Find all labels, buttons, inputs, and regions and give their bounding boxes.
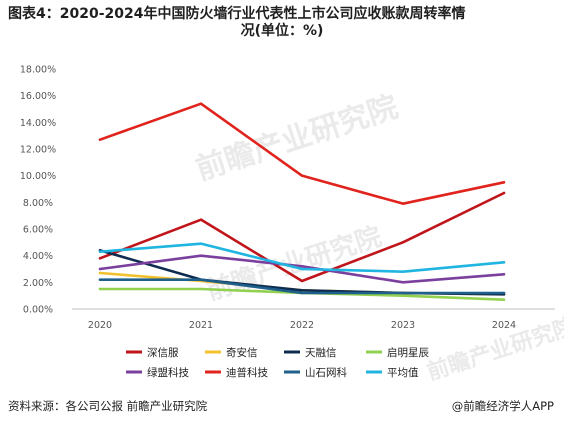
data-point <box>300 267 304 271</box>
data-point <box>199 218 203 221</box>
data-point <box>199 287 203 291</box>
data-point <box>300 289 304 292</box>
legend-label: 平均值 <box>387 366 419 379</box>
data-point <box>300 174 304 177</box>
data-point <box>199 102 203 105</box>
y-tick-label: 10.00% <box>20 171 56 182</box>
data-point <box>98 278 102 281</box>
x-tick-label: 2023 <box>391 320 415 331</box>
legend-label: 天融信 <box>305 347 337 359</box>
y-tick-label: 6.00% <box>23 225 53 236</box>
legend-label: 山石网科 <box>305 366 347 379</box>
data-point <box>98 138 102 141</box>
data-point <box>502 181 506 184</box>
data-point <box>401 291 405 295</box>
data-point <box>300 291 304 295</box>
data-point <box>300 265 304 268</box>
data-point <box>300 279 304 283</box>
data-point <box>199 278 203 281</box>
y-tick-label: 16.00% <box>20 91 56 102</box>
y-tick-label: 14.00% <box>20 118 56 129</box>
data-point <box>98 271 102 275</box>
legend-label: 深信服 <box>147 347 179 359</box>
x-tick-label: 2020 <box>88 320 112 331</box>
legend-label: 启明星辰 <box>387 346 429 359</box>
data-point <box>98 257 102 260</box>
data-point <box>98 267 102 271</box>
x-tick-label: 2022 <box>290 320 314 331</box>
data-point <box>502 191 506 195</box>
x-tick-label: 2024 <box>492 320 516 331</box>
data-point <box>502 261 506 264</box>
data-point <box>401 241 405 244</box>
y-tick-label: 18.00% <box>20 65 56 76</box>
data-point <box>502 298 506 301</box>
x-tick-label: 2021 <box>189 320 213 331</box>
data-point <box>98 287 102 291</box>
y-tick-label: 0.00% <box>23 305 53 316</box>
data-point <box>502 291 506 295</box>
brand-credit: @前瞻经济学人APP <box>451 399 554 413</box>
source-note: 资料来源：各公司公报 前瞻产业研究院 <box>8 399 208 413</box>
data-point <box>199 242 203 245</box>
legend-label: 迪普科技 <box>226 366 268 379</box>
chart-title-line2: 况(单位：%) <box>240 23 324 39</box>
data-point <box>401 202 405 205</box>
data-point <box>199 254 203 257</box>
y-tick-label: 2.00% <box>23 278 53 289</box>
y-tick-label: 4.00% <box>23 251 53 262</box>
data-point <box>401 270 405 273</box>
chart-axes: 0.00% 2.00% 4.00% 6.00% 8.00% 10.00% 12.00% 14.… <box>20 65 555 331</box>
legend-label: 绿盟科技 <box>147 366 189 379</box>
chart-title: 图表4：2020-2024年中国防火墙行业代表性上市公司应收账款周转率情 况(单… <box>8 6 556 40</box>
data-point <box>502 273 506 276</box>
data-point <box>98 250 102 253</box>
y-tick-label: 8.00% <box>23 198 53 209</box>
data-point <box>401 281 405 284</box>
y-tick-label: 12.00% <box>20 145 56 156</box>
legend-label: 奇安信 <box>226 346 258 359</box>
chart-title-line1: 图表4：2020-2024年中国防火墙行业代表性上市公司应收账款周转率情 <box>8 6 466 22</box>
series-layer <box>98 102 506 301</box>
data-point <box>401 294 405 297</box>
